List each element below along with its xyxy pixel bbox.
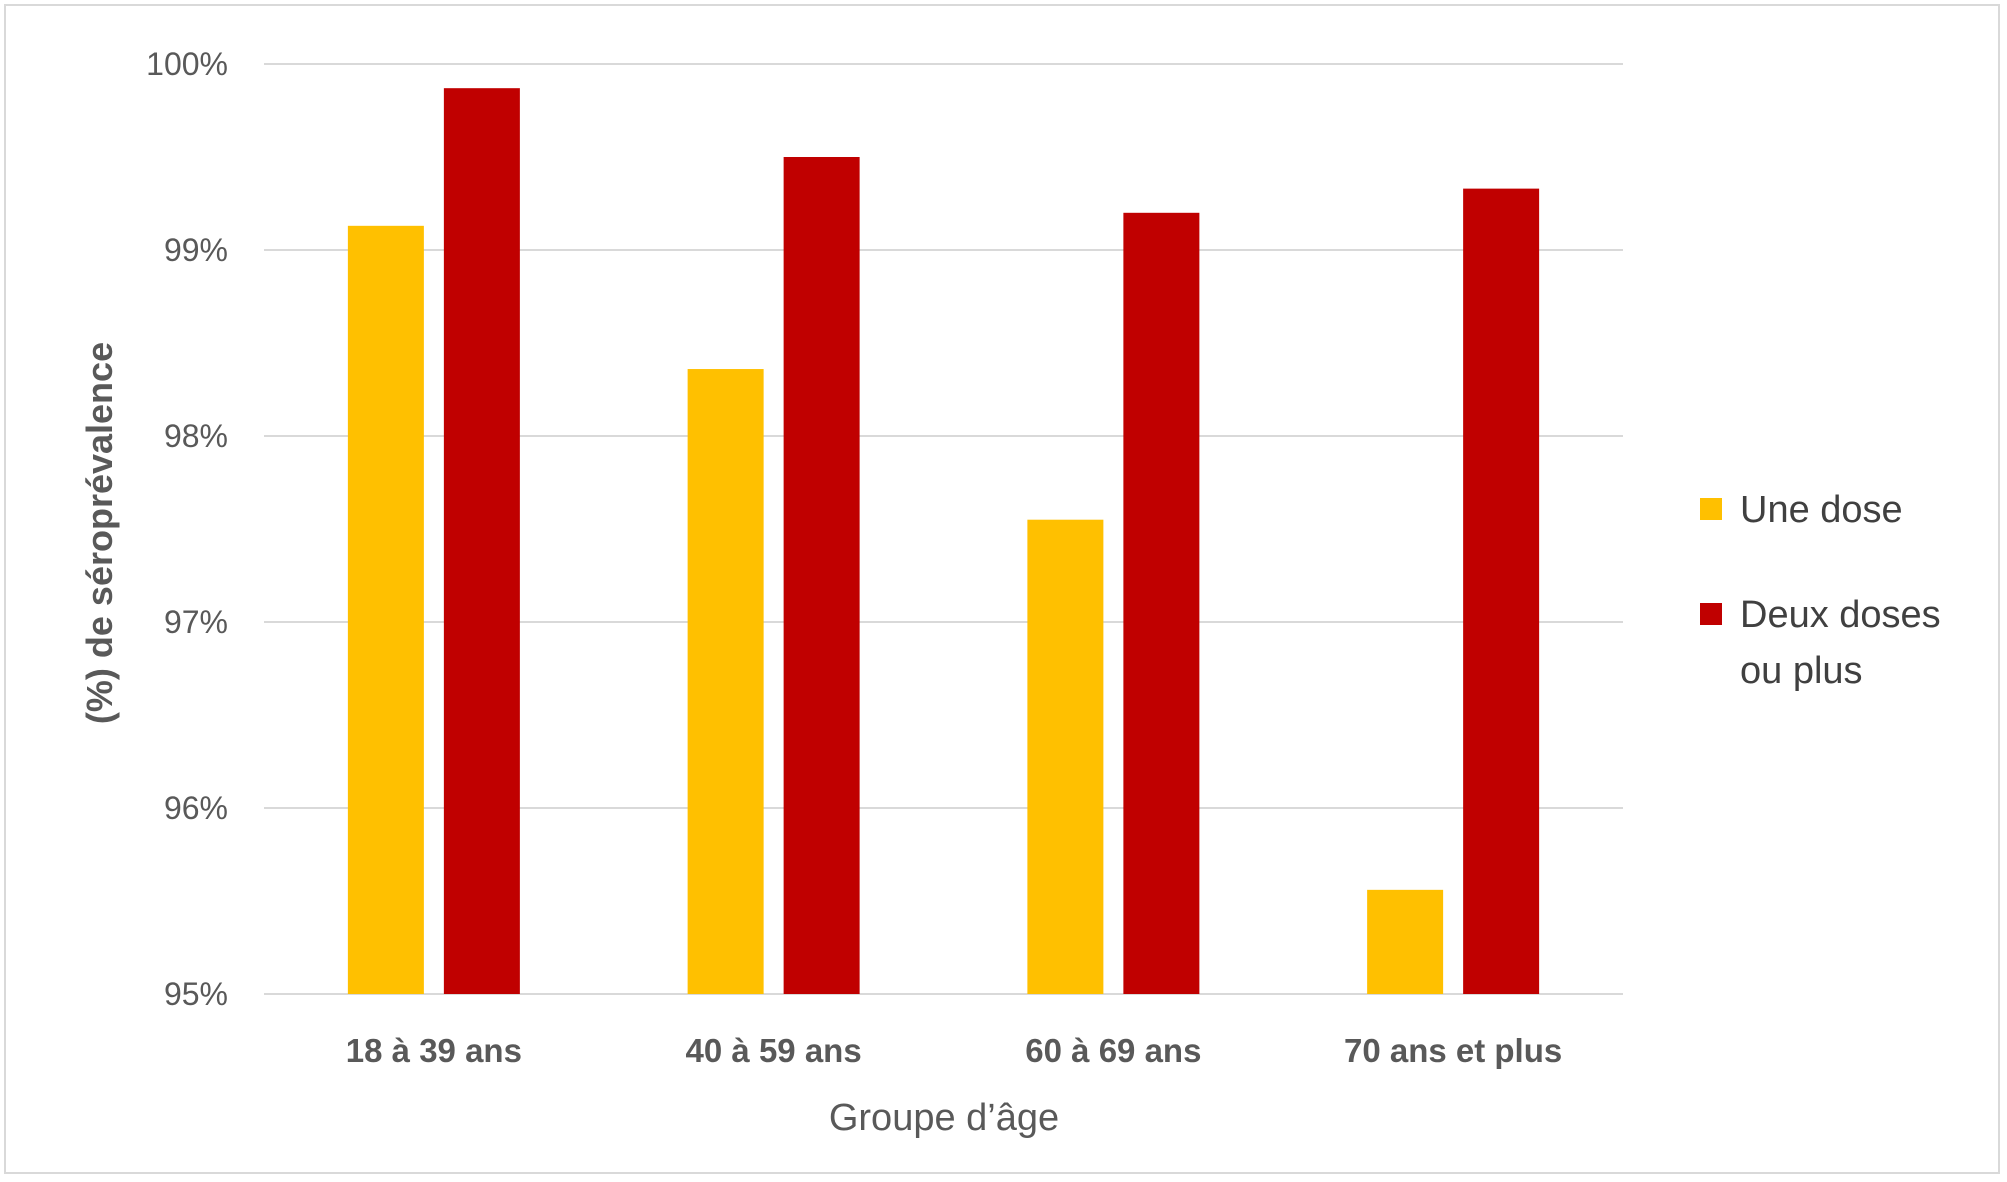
y-tick-label: 96% [164,790,228,826]
legend: Une dose Deux doses ou plus [1700,489,1941,692]
x-category-label: 70 ans et plus [1344,1032,1562,1069]
bar-une-dose-0 [347,225,424,994]
bars [347,88,1540,995]
bar-deux-doses-2 [1123,212,1200,995]
x-axis-title: Groupe d’âge [829,1097,1059,1139]
bar-une-dose-3 [1367,889,1444,994]
bar-deux-doses-0 [443,88,520,995]
chart-frame: 95% 96% 97% 98% 99% 100% 18 à 39 ans 40 à 59 a… [4,4,2000,1174]
y-tick-label: 100% [146,46,228,82]
y-tick-label: 95% [164,976,228,1012]
legend-swatch [1700,603,1722,625]
x-category-label: 18 à 39 ans [346,1032,522,1069]
y-axis-ticks: 95% 96% 97% 98% 99% 100% [146,46,228,1012]
y-tick-label: 98% [164,418,228,454]
x-category-label: 60 à 69 ans [1025,1032,1201,1069]
bar-deux-doses-3 [1463,188,1540,994]
bar-deux-doses-1 [783,157,860,994]
bar-une-dose-1 [687,369,764,994]
legend-label: Une dose [1740,489,1903,531]
x-category-label: 40 à 59 ans [686,1032,862,1069]
legend-label: Deux doses [1740,594,1941,636]
x-axis-categories: 18 à 39 ans 40 à 59 ans 60 à 69 ans 70 ans … [346,1032,1562,1069]
y-axis-title: (%) de séroprévalence [79,342,120,724]
bar-chart: 95% 96% 97% 98% 99% 100% 18 à 39 ans 40 à 59 a… [79,46,1941,1139]
y-tick-label: 97% [164,604,228,640]
legend-swatch [1700,498,1722,520]
legend-label: ou plus [1740,650,1863,692]
bar-une-dose-2 [1027,519,1104,994]
y-tick-label: 99% [164,232,228,268]
